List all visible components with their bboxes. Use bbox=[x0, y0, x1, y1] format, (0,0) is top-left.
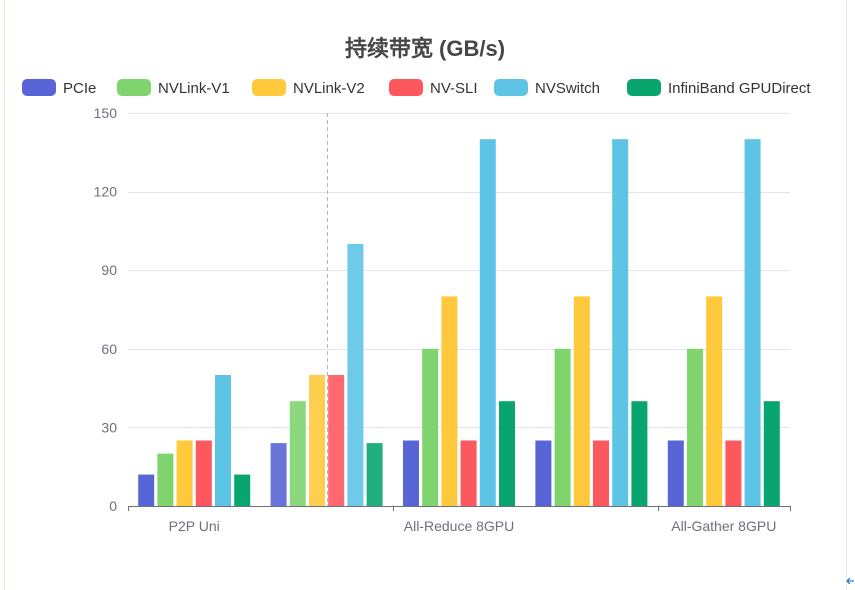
series-infiniband-gpudirect bbox=[234, 401, 780, 506]
y-tick-label-120: 120 bbox=[94, 184, 118, 200]
legend-label-infiniband-gpudirect[interactable]: InfiniBand GPUDirect bbox=[668, 80, 811, 97]
legend-swatch-pcie[interactable] bbox=[22, 79, 56, 96]
bar-nvlink-v2-4[interactable] bbox=[573, 296, 590, 506]
series-nvswitch bbox=[215, 139, 761, 506]
bar-pcie-5[interactable] bbox=[667, 440, 684, 507]
legend-swatch-nvlink-v1[interactable] bbox=[117, 79, 151, 96]
bar-nvswitch-3[interactable] bbox=[479, 139, 496, 506]
bar-nvlink-v1-4[interactable] bbox=[554, 348, 571, 506]
y-tick-label-60: 60 bbox=[101, 341, 117, 357]
arrow-left-icon[interactable] bbox=[845, 576, 855, 586]
bar-infiniband-gpudirect-5[interactable] bbox=[763, 401, 780, 506]
legend-swatch-nv-sli[interactable] bbox=[389, 79, 423, 96]
series-nvlink-v1 bbox=[157, 348, 703, 506]
bar-pcie-1[interactable] bbox=[138, 474, 155, 506]
legend-item-nv-sli[interactable]: NV-SLI bbox=[389, 79, 478, 97]
legend-label-nvlink-v1[interactable]: NVLink-V1 bbox=[158, 80, 230, 97]
bar-nvlink-v1-1[interactable] bbox=[157, 453, 174, 506]
bar-nv-sli-4[interactable] bbox=[593, 440, 609, 507]
y-tick-label-30: 30 bbox=[101, 419, 117, 435]
legend-swatch-nvlink-v2[interactable] bbox=[252, 79, 286, 96]
bar-nvlink-v2-3[interactable] bbox=[441, 296, 458, 506]
legend-item-pcie[interactable]: PCIe bbox=[22, 79, 96, 97]
bars bbox=[138, 139, 780, 506]
bar-nvlink-v1-3[interactable] bbox=[422, 348, 439, 506]
legend-swatch-nvswitch[interactable] bbox=[494, 79, 528, 96]
bar-nv-sli-2[interactable] bbox=[328, 375, 345, 506]
x-tick-label-all-gather-8gpu: All-Gather 8GPU bbox=[671, 518, 776, 534]
bar-infiniband-gpudirect-2[interactable] bbox=[366, 443, 383, 506]
legend-swatch-infiniband-gpudirect[interactable] bbox=[627, 79, 661, 96]
bar-infiniband-gpudirect-1[interactable] bbox=[234, 474, 251, 506]
bar-nvlink-v1-2[interactable] bbox=[289, 401, 306, 506]
bar-nvswitch-2[interactable] bbox=[347, 244, 364, 506]
x-tick-label-p2p-uni: P2P Uni bbox=[169, 518, 220, 534]
bar-pcie-4[interactable] bbox=[535, 440, 552, 507]
legend-item-nvlink-v2[interactable]: NVLink-V2 bbox=[252, 79, 365, 97]
legend-label-nv-sli[interactable]: NV-SLI bbox=[430, 80, 478, 97]
series-nvlink-v2 bbox=[176, 296, 723, 507]
bar-infiniband-gpudirect-4[interactable] bbox=[631, 401, 648, 506]
bar-nvswitch-4[interactable] bbox=[612, 139, 629, 506]
bar-nv-sli-5[interactable] bbox=[725, 440, 742, 507]
legend-item-nvswitch[interactable]: NVSwitch bbox=[494, 79, 600, 97]
bar-nvlink-v2-1[interactable] bbox=[176, 440, 193, 507]
chart-container bbox=[4, 0, 847, 590]
y-axis: 0 30 60 90 120 150 bbox=[94, 105, 118, 514]
chart-title: 持续带宽 (GB/s) bbox=[345, 36, 505, 61]
x-axis: P2P Uni All-Reduce 8GPU All-Gather 8GPU bbox=[128, 506, 791, 534]
bar-infiniband-gpudirect-3[interactable] bbox=[499, 401, 515, 506]
bar-nvlink-v2-2[interactable] bbox=[309, 375, 325, 506]
legend-label-nvlink-v2[interactable]: NVLink-V2 bbox=[293, 80, 365, 97]
bar-nvlink-v2-5[interactable] bbox=[706, 296, 723, 506]
legend: PCIe NVLink-V1 NVLink-V2 NV-SLI NVSwitch Infi… bbox=[22, 79, 811, 97]
y-tick-label-150: 150 bbox=[94, 105, 118, 121]
bar-pcie-2[interactable] bbox=[270, 443, 287, 506]
series-nv-sli bbox=[195, 375, 742, 507]
y-tick-label-0: 0 bbox=[109, 498, 117, 514]
bar-nv-sli-1[interactable] bbox=[195, 440, 212, 507]
x-tick-label-all-reduce-8gpu: All-Reduce 8GPU bbox=[404, 518, 515, 534]
legend-label-pcie[interactable]: PCIe bbox=[63, 80, 96, 97]
bar-pcie-3[interactable] bbox=[403, 440, 419, 507]
bar-nvlink-v1-5[interactable] bbox=[687, 348, 703, 506]
legend-item-infiniband-gpudirect[interactable]: InfiniBand GPUDirect bbox=[627, 79, 811, 97]
legend-label-nvswitch[interactable]: NVSwitch bbox=[535, 80, 600, 97]
legend-item-nvlink-v1[interactable]: NVLink-V1 bbox=[117, 79, 230, 97]
bar-nvswitch-1[interactable] bbox=[215, 375, 231, 506]
series-pcie bbox=[138, 440, 684, 507]
bar-nv-sli-3[interactable] bbox=[460, 440, 477, 507]
bar-nvswitch-5[interactable] bbox=[744, 139, 761, 506]
y-tick-label-90: 90 bbox=[101, 262, 117, 278]
